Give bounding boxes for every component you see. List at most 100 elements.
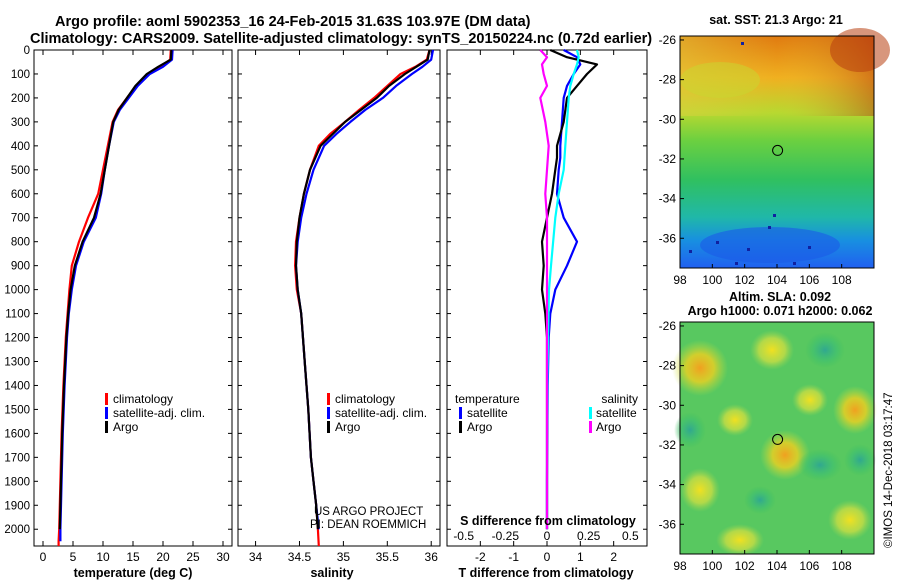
depth-tick-label: 400 [11, 141, 30, 153]
map-lon-label: 108 [832, 559, 852, 573]
sst-map-ticks: 98 100 102 104 106 108 -26 -28 -30 -32 -34 -36 [659, 33, 852, 287]
chart-title-line1: Argo profile: aoml 5902353_16 24-Feb-201… [55, 14, 531, 30]
sla-blob [760, 430, 810, 480]
x-tick-label: 30 [216, 550, 230, 564]
legend-swatch-satellite [327, 407, 330, 419]
difference-panel: -2 -1 0 1 2 -0.5 -0.25 0 0.25 0.5 S difference fr… [446, 48, 648, 580]
series-line-argo [58, 49, 173, 530]
depth-tick-label: 600 [11, 189, 30, 201]
sla-blob [792, 384, 828, 416]
sst-gap-pixel [735, 262, 738, 265]
sla-blob [844, 444, 876, 476]
sla-blob [798, 449, 842, 481]
difference-x-ticks: -2 -1 0 1 2 -0.5 -0.25 0 0.25 0.5 [447, 49, 647, 564]
series-line-climatology [57, 49, 172, 546]
s-tick-label: 0.25 [577, 529, 601, 543]
sla-blob [672, 340, 728, 396]
legend-label-climatology: climatology [335, 392, 395, 406]
legend-swatch-satellite [105, 407, 108, 419]
x-tick-label: 20 [156, 550, 170, 564]
depth-tick-label: 800 [11, 237, 30, 249]
depth-tick-label: 1700 [4, 452, 30, 464]
sst-gap-pixel [768, 226, 771, 229]
s-tick-label: 0.5 [622, 529, 639, 543]
legend-swatch-s-satellite [589, 407, 592, 419]
temperature-plot-frame [33, 49, 233, 547]
legend-label-argo: Argo [113, 420, 139, 434]
map-lat-label: -30 [659, 398, 677, 412]
depth-tick-label: 200 [11, 93, 30, 105]
sla-blob [717, 404, 753, 436]
sst-warm-patch [830, 28, 890, 72]
chart-title-line2: Climatology: CARS2009. Satellite-adjuste… [30, 31, 652, 47]
series-line-argo [294, 49, 431, 530]
s-difference-label: S difference from climatology [460, 514, 636, 528]
depth-tick-labels: 0 100 200 300 400 500 600 700 800 900 1000 1100 1200… [4, 45, 30, 536]
x-tick-label: 5 [70, 550, 77, 564]
map-lat-label: -34 [659, 478, 677, 492]
sst-map-title: sat. SST: 21.3 Argo: 21 [709, 13, 843, 27]
x-tick-label: 1 [577, 550, 584, 564]
imos-timestamp-label: ©IMOS 14-Dec-2018 03:17:47 [883, 392, 895, 548]
map-lat-label: -30 [659, 112, 677, 126]
argo-position-marker [772, 144, 784, 156]
x-tick-label: -1 [508, 550, 519, 564]
legend-label-t-satellite: satellite [467, 406, 508, 420]
temperature-panel: 0100200300400500600700800900100011001200… [4, 45, 233, 580]
depth-tick-label: 300 [11, 117, 30, 129]
sla-blob [744, 486, 776, 514]
map-lat-label: -32 [659, 438, 677, 452]
s-tick-label: -0.5 [453, 529, 474, 543]
depth-tick-label: 900 [11, 261, 30, 273]
map-lat-label: -36 [659, 517, 677, 531]
legend-label-argo: Argo [335, 420, 361, 434]
sst-gap-pixel [716, 241, 719, 244]
depth-tick-label: 1400 [4, 380, 30, 392]
salinity-xlabel: salinity [310, 566, 353, 580]
difference-legend: temperature satellite Argo salinity sate… [455, 392, 638, 434]
x-tick-label: 35 [337, 550, 351, 564]
depth-tick-label: 700 [11, 213, 30, 225]
x-tick-label: 0 [40, 550, 47, 564]
legend-label-s-satellite: satellite [596, 406, 637, 420]
x-tick-label: 10 [96, 550, 110, 564]
salinity-panel: 34 34.5 35 35.5 36 salinity climatology sate… [237, 49, 441, 580]
sst-gap-pixel [793, 262, 796, 265]
series-line-satellite-adj-clim- [294, 49, 435, 530]
sst-green-patch [680, 62, 760, 98]
sst-data-gaps [689, 42, 811, 265]
depth-tick-label: 1800 [4, 476, 30, 488]
x-tick-label: 36 [425, 550, 439, 564]
legend-swatch-argo [327, 421, 330, 433]
difference-lines [539, 48, 599, 530]
sla-map: Altim. SLA: 0.092 Argo h1000: 0.071 h200… [659, 290, 877, 573]
map-lon-label: 106 [799, 559, 819, 573]
depth-tick-label: 100 [11, 69, 30, 81]
temperature-lines [57, 49, 174, 546]
legend-swatch-t-argo [459, 421, 462, 433]
temperature-xlabel: temperature (deg C) [74, 566, 193, 580]
legend-swatch-s-argo [589, 421, 592, 433]
sla-blob [716, 524, 764, 556]
t-difference-xlabel: T difference from climatology [458, 566, 633, 580]
series-line-satellite-adj-clim- [59, 49, 174, 542]
argo-position-marker [772, 433, 784, 445]
x-tick-label: -2 [475, 550, 486, 564]
map-lat-label: -28 [659, 73, 677, 87]
map-lon-label: 98 [673, 559, 687, 573]
depth-tick-label: 1000 [4, 285, 30, 297]
map-lat-label: -34 [659, 192, 677, 206]
sst-gap-pixel [741, 42, 744, 45]
map-lat-label: -28 [659, 359, 677, 373]
series-line-climatology [294, 49, 431, 547]
map-lon-label: 106 [799, 273, 819, 287]
project-annotation-line1: US ARGO PROJECT [314, 506, 423, 518]
depth-tick-label: 1900 [4, 500, 30, 512]
map-lon-label: 100 [702, 559, 722, 573]
depth-tick-label: 1300 [4, 356, 30, 368]
sla-blob [833, 386, 877, 434]
salinity-lines [294, 49, 435, 547]
sst-gap-pixel [689, 250, 692, 253]
depth-tick-label: 500 [11, 165, 30, 177]
depth-tick-label: 0 [24, 45, 30, 57]
